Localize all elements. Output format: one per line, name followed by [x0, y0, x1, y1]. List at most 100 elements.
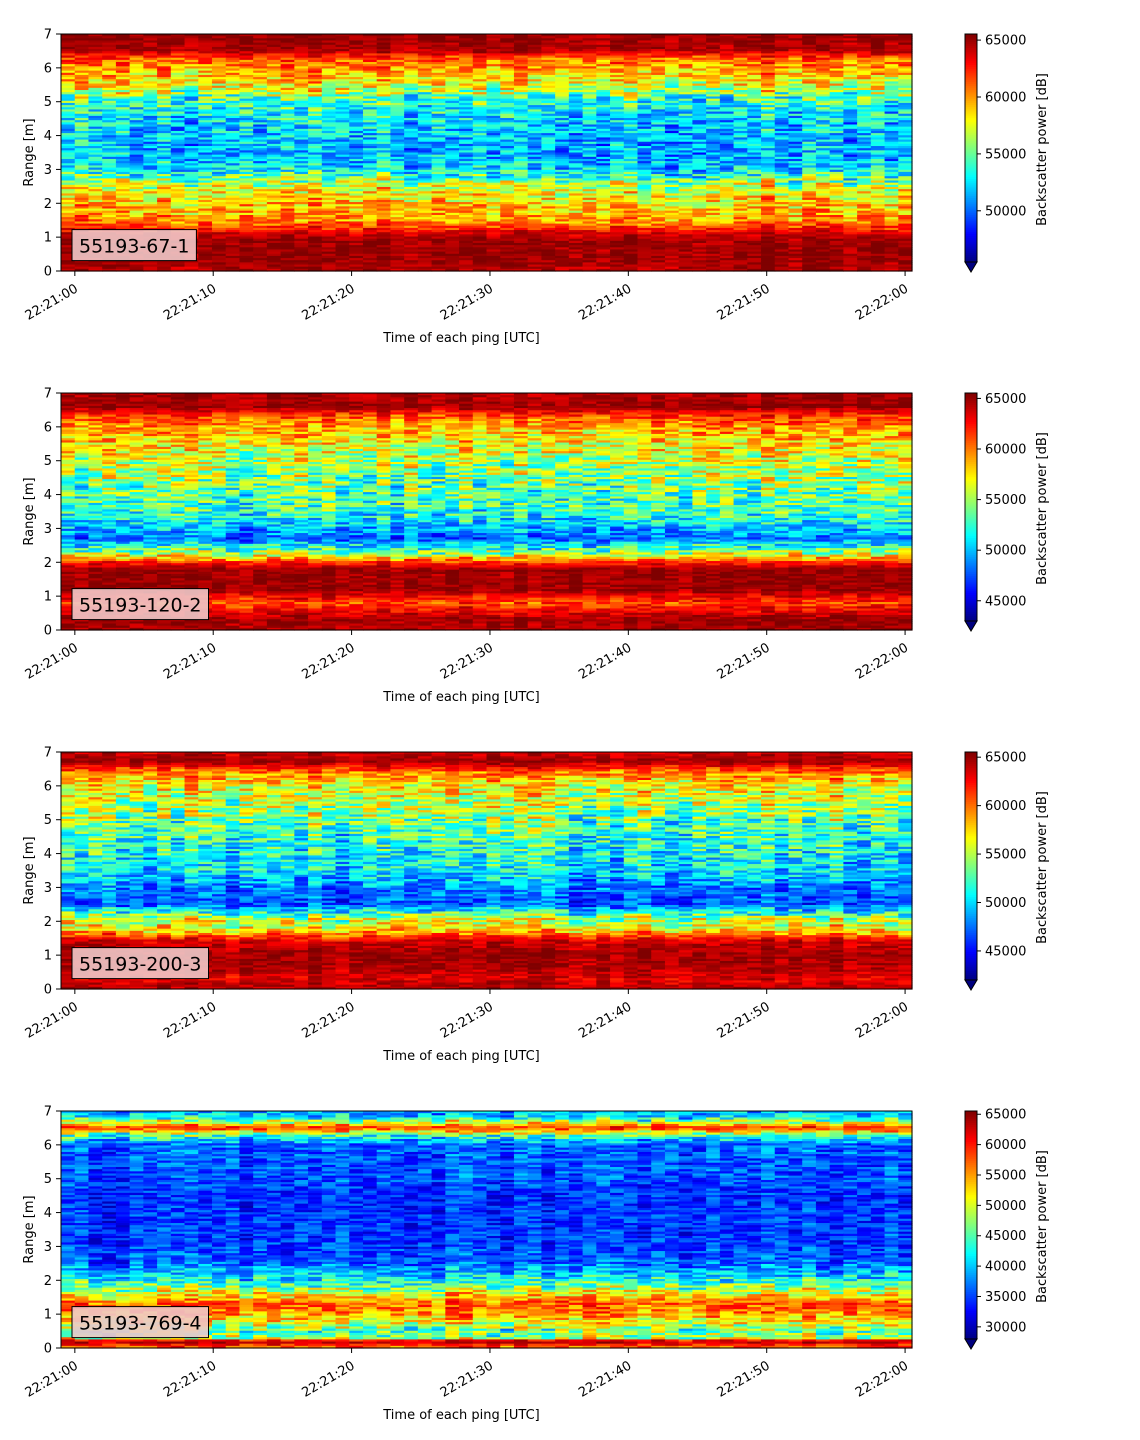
heatmap-cell: [802, 120, 817, 123]
heatmap-cell: [857, 44, 872, 48]
heatmap-cell: [568, 59, 584, 63]
heatmap-cell: [870, 36, 886, 39]
heatmap-cell: [596, 34, 611, 37]
heatmap-cell: [815, 83, 831, 87]
heatmap-cell: [802, 83, 817, 87]
heatmap-cell: [211, 51, 227, 54]
heatmap-cell: [115, 64, 131, 67]
heatmap-cell: [115, 46, 131, 50]
heatmap-cell: [88, 85, 103, 89]
heatmap-cell: [719, 85, 735, 89]
heatmap-cell: [404, 118, 419, 121]
heatmap-cell: [253, 72, 268, 76]
heatmap-cell: [761, 59, 776, 63]
heatmap-cell: [225, 120, 241, 123]
heatmap-cell: [843, 51, 858, 54]
heatmap-cell: [706, 42, 721, 46]
heatmap-cell: [198, 64, 213, 67]
heatmap-cell: [225, 98, 241, 102]
heatmap-cell: [747, 49, 762, 52]
heatmap-cell: [472, 94, 488, 98]
heatmap-cell: [898, 128, 913, 132]
heatmap-cell: [74, 57, 90, 61]
heatmap-cell: [349, 64, 364, 67]
heatmap-cell: [129, 94, 144, 98]
heatmap-cell: [308, 111, 323, 115]
heatmap-cell: [527, 46, 543, 50]
heatmap-cell: [788, 118, 803, 121]
heatmap-cell: [555, 74, 570, 78]
heatmap-cell: [335, 94, 350, 98]
heatmap-cell: [706, 79, 721, 82]
heatmap-cell: [294, 122, 309, 126]
heatmap-cell: [349, 102, 364, 106]
heatmap-cell: [719, 92, 735, 95]
heatmap-cell: [747, 44, 762, 48]
heatmap-cell: [225, 102, 241, 106]
heatmap-cell: [582, 49, 597, 52]
heatmap-cell: [280, 120, 295, 123]
heatmap-cell: [719, 105, 735, 108]
heatmap-cell: [115, 72, 131, 76]
heatmap-cell: [143, 38, 158, 42]
heatmap-cell: [170, 74, 186, 78]
heatmap-cell: [568, 122, 584, 126]
heatmap-cell: [376, 118, 392, 121]
heatmap-cell: [829, 62, 844, 65]
heatmap-cell: [404, 98, 419, 102]
heatmap-cell: [74, 85, 90, 89]
heatmap-cell: [266, 96, 282, 100]
heatmap-cell: [335, 122, 350, 126]
heatmap-cell: [637, 49, 652, 52]
heatmap-cell: [582, 62, 597, 65]
heatmap-cell: [253, 77, 268, 80]
heatmap-cell: [266, 72, 282, 76]
heatmap-cell: [719, 53, 735, 57]
heatmap-cell: [376, 68, 392, 72]
heatmap-cell: [706, 98, 721, 102]
heatmap-cell: [417, 113, 433, 117]
heatmap-cell: [802, 46, 817, 50]
heatmap-cell: [88, 62, 103, 65]
heatmap-cell: [170, 115, 186, 119]
heatmap-cell: [761, 72, 776, 76]
heatmap-cell: [294, 109, 309, 113]
heatmap-cell: [362, 57, 378, 61]
heatmap-cell: [761, 66, 776, 70]
heatmap-cell: [802, 90, 817, 93]
heatmap-cell: [253, 59, 268, 63]
heatmap-cell: [170, 38, 186, 42]
heatmap-cell: [321, 109, 337, 113]
heatmap-cell: [857, 57, 872, 61]
heatmap-cell: [486, 98, 501, 102]
heatmap-cell: [253, 64, 268, 67]
heatmap-cell: [280, 111, 295, 115]
heatmap-cell: [445, 77, 460, 80]
heatmap-cell: [102, 100, 117, 104]
heatmap-cell: [706, 57, 721, 61]
heatmap-cell: [88, 34, 103, 37]
heatmap-cell: [719, 124, 735, 128]
heatmap-cell: [239, 77, 254, 80]
heatmap-cell: [170, 124, 186, 128]
heatmap-cell: [266, 100, 282, 104]
heatmap-cell: [61, 49, 76, 52]
heatmap-cell: [157, 96, 172, 100]
heatmap-cell: [884, 40, 899, 44]
heatmap-cell: [815, 42, 831, 46]
heatmap-cell: [198, 81, 213, 85]
heatmap-cell: [239, 98, 254, 102]
heatmap-cell: [733, 62, 748, 65]
heatmap-cell: [541, 96, 556, 100]
heatmap-cell: [362, 113, 378, 117]
heatmap-cell: [829, 72, 844, 76]
heatmap-cell: [253, 79, 268, 82]
heatmap-cell: [239, 40, 254, 44]
heatmap-cell: [294, 44, 309, 48]
heatmap-cell: [88, 111, 103, 115]
heatmap-cell: [857, 81, 872, 85]
heatmap-cell: [884, 96, 899, 100]
heatmap-cell: [802, 107, 817, 110]
heatmap-cell: [115, 77, 131, 80]
heatmap-cell: [774, 74, 790, 78]
